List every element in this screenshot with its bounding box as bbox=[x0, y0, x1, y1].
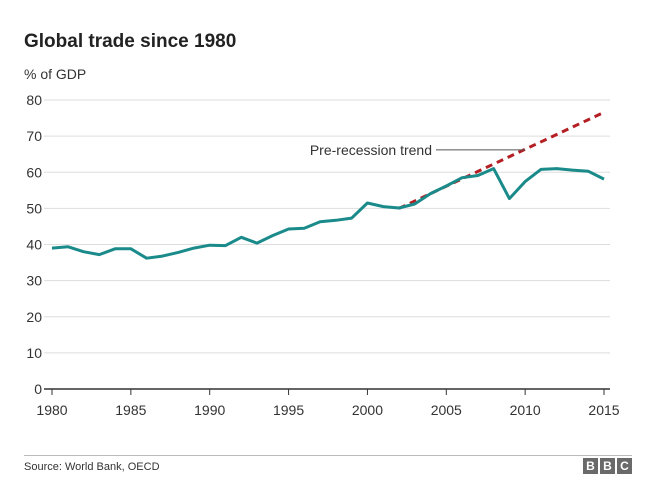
x-tick-label: 2000 bbox=[352, 402, 383, 418]
y-axis-unit-label: % of GDP bbox=[24, 66, 87, 82]
logo-letter: C bbox=[617, 458, 632, 474]
series-line bbox=[51, 167, 605, 260]
y-tick-label: 0 bbox=[34, 381, 42, 397]
annotation-label: Pre-recession trend bbox=[310, 142, 432, 158]
y-tick-label: 70 bbox=[26, 128, 42, 144]
x-tick-label: 1995 bbox=[273, 402, 304, 418]
x-tick-label: 1980 bbox=[36, 402, 67, 418]
logo-letter: B bbox=[600, 458, 615, 474]
y-tick-label: 30 bbox=[26, 273, 42, 289]
x-tick-label: 2010 bbox=[510, 402, 541, 418]
y-tick-label: 80 bbox=[26, 92, 42, 108]
x-tick-label: 1990 bbox=[194, 402, 225, 418]
x-tick-label: 1985 bbox=[115, 402, 146, 418]
source-note: Source: World Bank, OECD bbox=[24, 461, 160, 473]
y-tick-label: 10 bbox=[26, 345, 42, 361]
x-tick-label: 2005 bbox=[431, 402, 462, 418]
x-tick-label: 2015 bbox=[588, 402, 619, 418]
bbc-logo: B B C bbox=[583, 458, 632, 474]
y-tick-label: 20 bbox=[26, 309, 42, 325]
footer-divider bbox=[24, 455, 632, 456]
chart-title: Global trade since 1980 bbox=[24, 31, 237, 52]
logo-letter: B bbox=[583, 458, 598, 474]
y-tick-label: 60 bbox=[26, 164, 42, 180]
y-tick-label: 40 bbox=[26, 237, 42, 253]
y-tick-label: 50 bbox=[26, 200, 42, 216]
